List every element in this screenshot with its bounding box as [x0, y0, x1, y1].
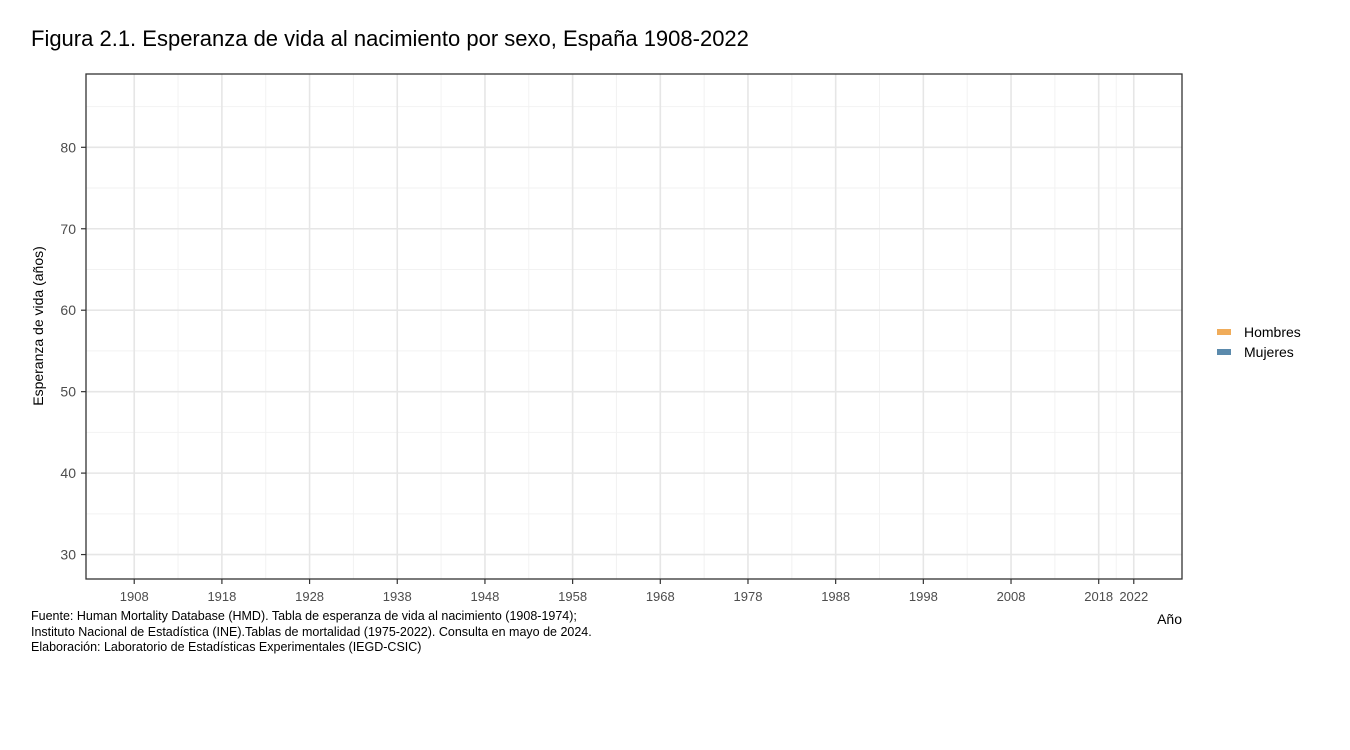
x-tick-label-2022: 2022: [1119, 589, 1148, 604]
y-tick-label-50: 50: [60, 384, 76, 400]
x-tick-label-1928: 1928: [295, 589, 324, 604]
x-tick-label-1948: 1948: [470, 589, 499, 604]
x-tick-label-1978: 1978: [734, 589, 763, 604]
y-tick-label-60: 60: [60, 302, 76, 318]
x-tick-label-1968: 1968: [646, 589, 675, 604]
legend-label-mujeres: Mujeres: [1244, 344, 1294, 360]
y-tick-label-70: 70: [60, 221, 76, 237]
legend-key-hombres: [1217, 329, 1231, 335]
x-tick-label-1988: 1988: [821, 589, 850, 604]
legend-key-mujeres: [1217, 349, 1231, 355]
grid-major: [86, 74, 1182, 579]
legend: Hombres Mujeres: [1217, 324, 1301, 360]
x-axis: 1908 1918 1928 1938 1948 1958 1968 1978 1988 1998…: [120, 579, 1148, 604]
x-tick-label-1938: 1938: [383, 589, 412, 604]
y-axis: 30 40 50 60 70 80: [60, 139, 86, 563]
x-axis-title: Año: [1157, 611, 1182, 627]
x-tick-label-1958: 1958: [558, 589, 587, 604]
x-tick-label-2008: 2008: [997, 589, 1026, 604]
grid-minor: [86, 74, 1182, 579]
caption: Fuente: Human Mortality Database (HMD). …: [31, 609, 592, 656]
chart-title: Figura 2.1. Esperanza de vida al nacimie…: [31, 26, 749, 51]
caption-line-elaboration: Elaboración: Laboratorio de Estadísticas…: [31, 640, 422, 654]
y-tick-label-40: 40: [60, 465, 76, 481]
x-tick-label-2018: 2018: [1084, 589, 1113, 604]
y-tick-label-80: 80: [60, 139, 76, 155]
legend-label-hombres: Hombres: [1244, 324, 1301, 340]
x-tick-label-1918: 1918: [207, 589, 236, 604]
x-tick-label-1998: 1998: [909, 589, 938, 604]
caption-line-source-ine: Instituto Nacional de Estadística (INE).…: [31, 624, 592, 639]
y-axis-title: Esperanza de vida (años): [30, 246, 46, 406]
panel-border: [85, 73, 1183, 580]
x-tick-label-1908: 1908: [120, 589, 149, 604]
y-tick-label-30: 30: [60, 547, 76, 563]
caption-line-source-hmd: Fuente: Human Mortality Database (HMD). …: [31, 609, 577, 623]
